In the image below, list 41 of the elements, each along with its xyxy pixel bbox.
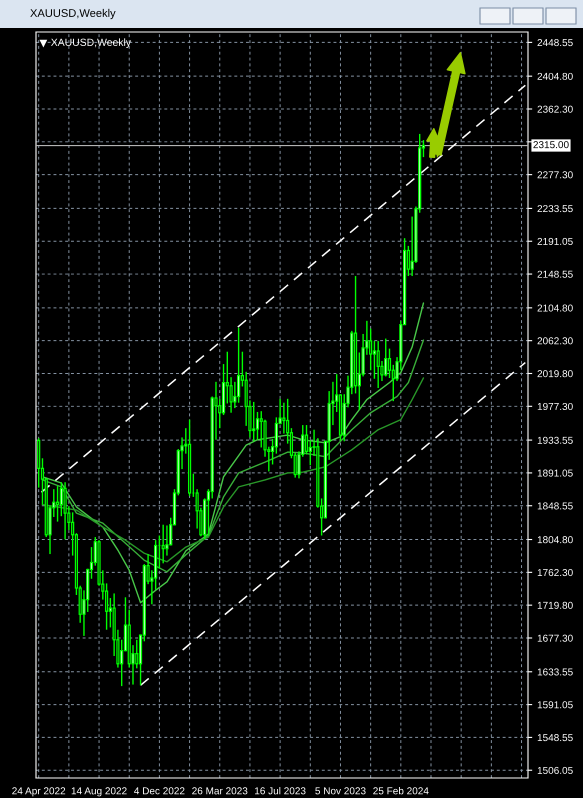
candlestick <box>162 524 165 564</box>
y-tick-label: 2362.30 <box>538 106 573 113</box>
y-tick-label: 2191.05 <box>538 238 573 245</box>
text: XAUUSD,Weekly <box>50 38 132 48</box>
y-tick-label: 1506.05 <box>538 766 573 774</box>
y-tick-label: 2277.30 <box>538 171 573 178</box>
x-tick-label: 14 Aug 2022 <box>72 787 127 796</box>
x-tick-label: 24 Apr 2022 <box>12 787 66 796</box>
x-tick-label: 16 Jul 2023 <box>255 787 306 794</box>
y-tick-label: 1977.30 <box>538 402 573 410</box>
candlestick <box>384 338 388 378</box>
x-tick-label: 25 Feb 2024 <box>373 787 429 794</box>
y-tick-label: 2148.55 <box>538 270 573 278</box>
y-tick-label: 1804.80 <box>538 536 573 544</box>
y-tick-label: 1677.30 <box>538 634 573 642</box>
line-series <box>42 302 424 604</box>
y-tick-label: 1633.55 <box>538 668 573 676</box>
candlestick <box>372 340 376 380</box>
y-tick-label: 1591.05 <box>538 701 573 708</box>
y-tick-label: 1933.55 <box>538 436 573 444</box>
x-tick-label: 26 Mar 2023 <box>192 787 248 794</box>
y-tick-label: 1891.05 <box>538 470 573 477</box>
y-tick-label: 1848.55 <box>538 502 573 510</box>
candlestick <box>376 340 380 389</box>
y-tick-label: 2448.55 <box>538 39 573 46</box>
line-series <box>42 339 424 572</box>
candlestick <box>56 485 60 522</box>
line-series <box>42 377 424 562</box>
y-tick-label: 2062.30 <box>538 337 573 344</box>
ref-line-label: 2315.00 <box>533 141 569 148</box>
x-tick-label: 5 Nov 2023 <box>315 787 366 794</box>
y-tick-label: 1762.30 <box>538 568 573 576</box>
y-tick-label: 2104.80 <box>538 304 573 312</box>
y-tick-label: 2019.80 <box>538 370 573 378</box>
y-tick-label: 2404.80 <box>538 72 573 80</box>
chart-title: XAUUSD,Weekly <box>30 8 116 20</box>
y-tick-label: 1719.80 <box>538 602 573 609</box>
y-tick-label: 1548.55 <box>538 734 573 742</box>
candlestick <box>252 401 256 442</box>
y-tick-label: 2233.55 <box>538 205 573 212</box>
x-tick-label: 4 Dec 2022 <box>134 787 184 794</box>
